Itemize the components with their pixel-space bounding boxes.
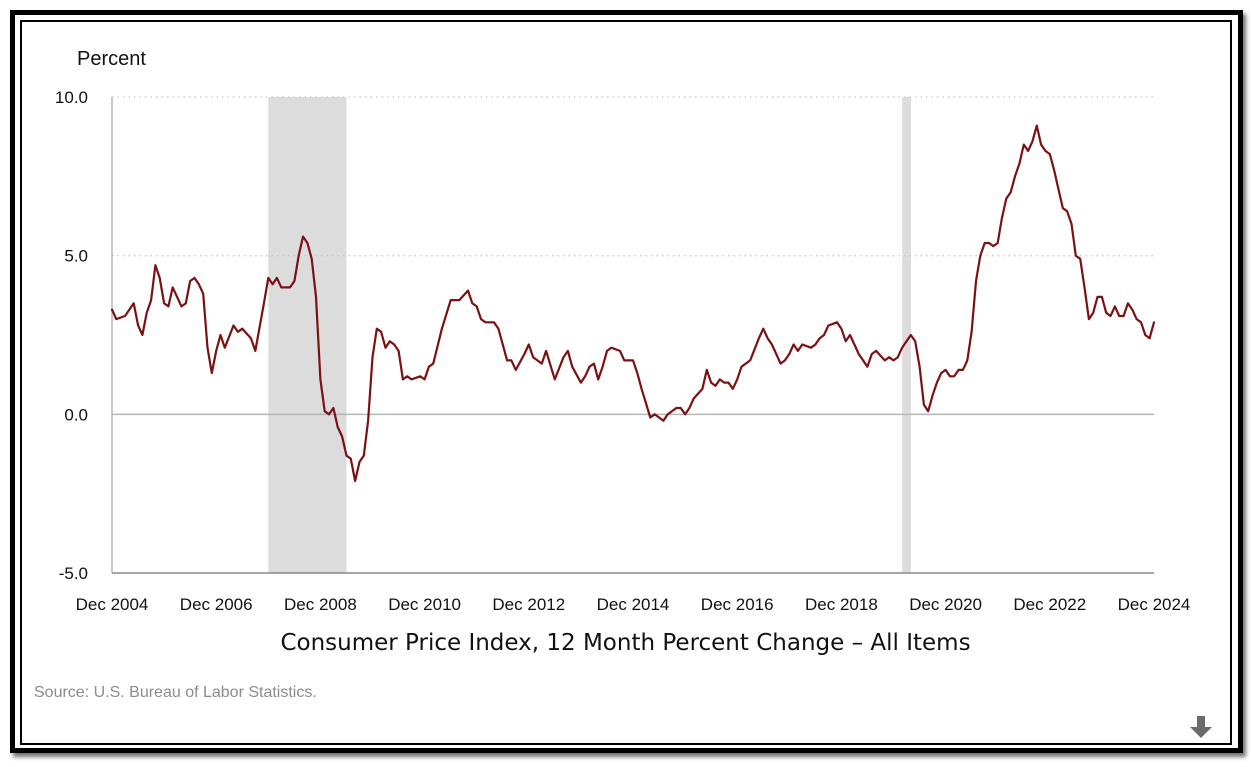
series-group: [110, 124, 1156, 483]
x-tick-label: Dec 2018: [805, 595, 878, 614]
chart-caption: Consumer Price Index, 12 Month Percent C…: [280, 630, 971, 656]
x-tick-label: Dec 2020: [909, 595, 982, 614]
y-tick-label: 10.0: [55, 88, 88, 107]
gridlines: [112, 96, 1154, 416]
x-tick-label: Dec 2022: [1013, 595, 1086, 614]
x-axis-ticks: Dec 2004 Dec 2006 Dec 2008 Dec 2010 Dec 2012…: [76, 595, 1191, 614]
x-tick-label: Dec 2006: [180, 595, 253, 614]
y-axis-unit-label: Percent: [77, 48, 146, 70]
x-tick-label: Dec 2014: [597, 595, 670, 614]
x-tick-label: Dec 2010: [388, 595, 461, 614]
recession-band-1: [902, 97, 911, 573]
x-tick-label: Dec 2012: [492, 595, 565, 614]
y-tick-label: 5.0: [64, 247, 88, 266]
x-tick-label: Dec 2024: [1118, 595, 1191, 614]
chart-axes: [111, 97, 1154, 574]
y-tick-label: -5.0: [59, 564, 88, 583]
recession-band-0: [268, 97, 347, 573]
y-tick-label: 0.0: [64, 405, 88, 424]
recession-bands: [268, 97, 911, 573]
y-axis-ticks: 10.0 5.0 0.0 -5.0: [55, 88, 88, 583]
x-tick-label: Dec 2016: [701, 595, 774, 614]
series-line-cpi: [110, 124, 1156, 483]
x-tick-label: Dec 2004: [76, 595, 149, 614]
source-note: Source: U.S. Bureau of Labor Statistics.: [34, 684, 317, 701]
download-arrow-icon[interactable]: [1187, 713, 1215, 741]
x-tick-label: Dec 2008: [284, 595, 357, 614]
outer-frame: [10, 10, 1243, 753]
inner-frame: [20, 20, 1232, 745]
